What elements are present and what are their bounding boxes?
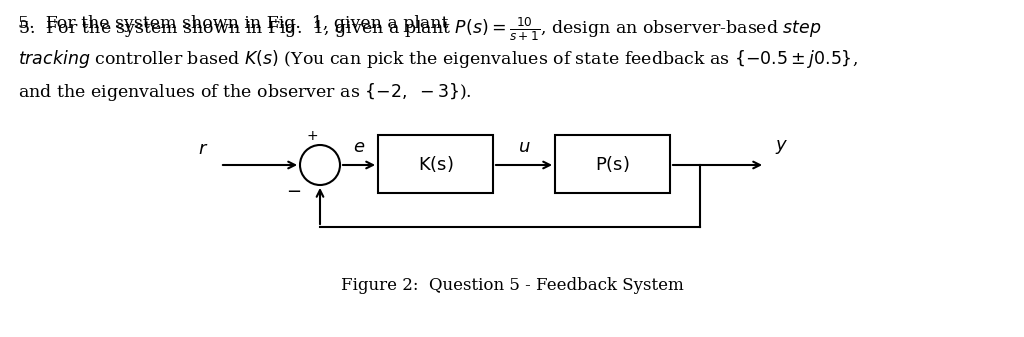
Text: $u$: $u$ (518, 138, 530, 156)
Bar (378, 135, 493, 193)
Text: $-$: $-$ (287, 181, 302, 199)
Text: $y$: $y$ (775, 138, 788, 156)
Text: $\it{tracking}$ controller based $K(s)$ (You can pick the eigenvalues of state f: $\it{tracking}$ controller based $K(s)$ … (18, 48, 858, 70)
Text: and the eigenvalues of the observer as $\{-2,\ -3\}$).: and the eigenvalues of the observer as $… (18, 81, 472, 103)
Text: $e$: $e$ (353, 138, 366, 156)
Text: $r$: $r$ (198, 140, 208, 158)
Text: $\rm{K(s)}$: $\rm{K(s)}$ (418, 154, 454, 174)
Text: $+$: $+$ (306, 129, 318, 143)
Text: Figure 2:  Question 5 - Feedback System: Figure 2: Question 5 - Feedback System (341, 276, 683, 294)
Bar (555, 135, 670, 193)
Text: 5.  For the system shown in Fig.  1, given a plant: 5. For the system shown in Fig. 1, given… (18, 15, 454, 32)
Text: $\rm{P(s)}$: $\rm{P(s)}$ (595, 154, 630, 174)
Text: 5.  For the system shown in Fig.  1, given a plant $P(s) = \frac{10}{s+1}$, desi: 5. For the system shown in Fig. 1, given… (18, 15, 821, 42)
